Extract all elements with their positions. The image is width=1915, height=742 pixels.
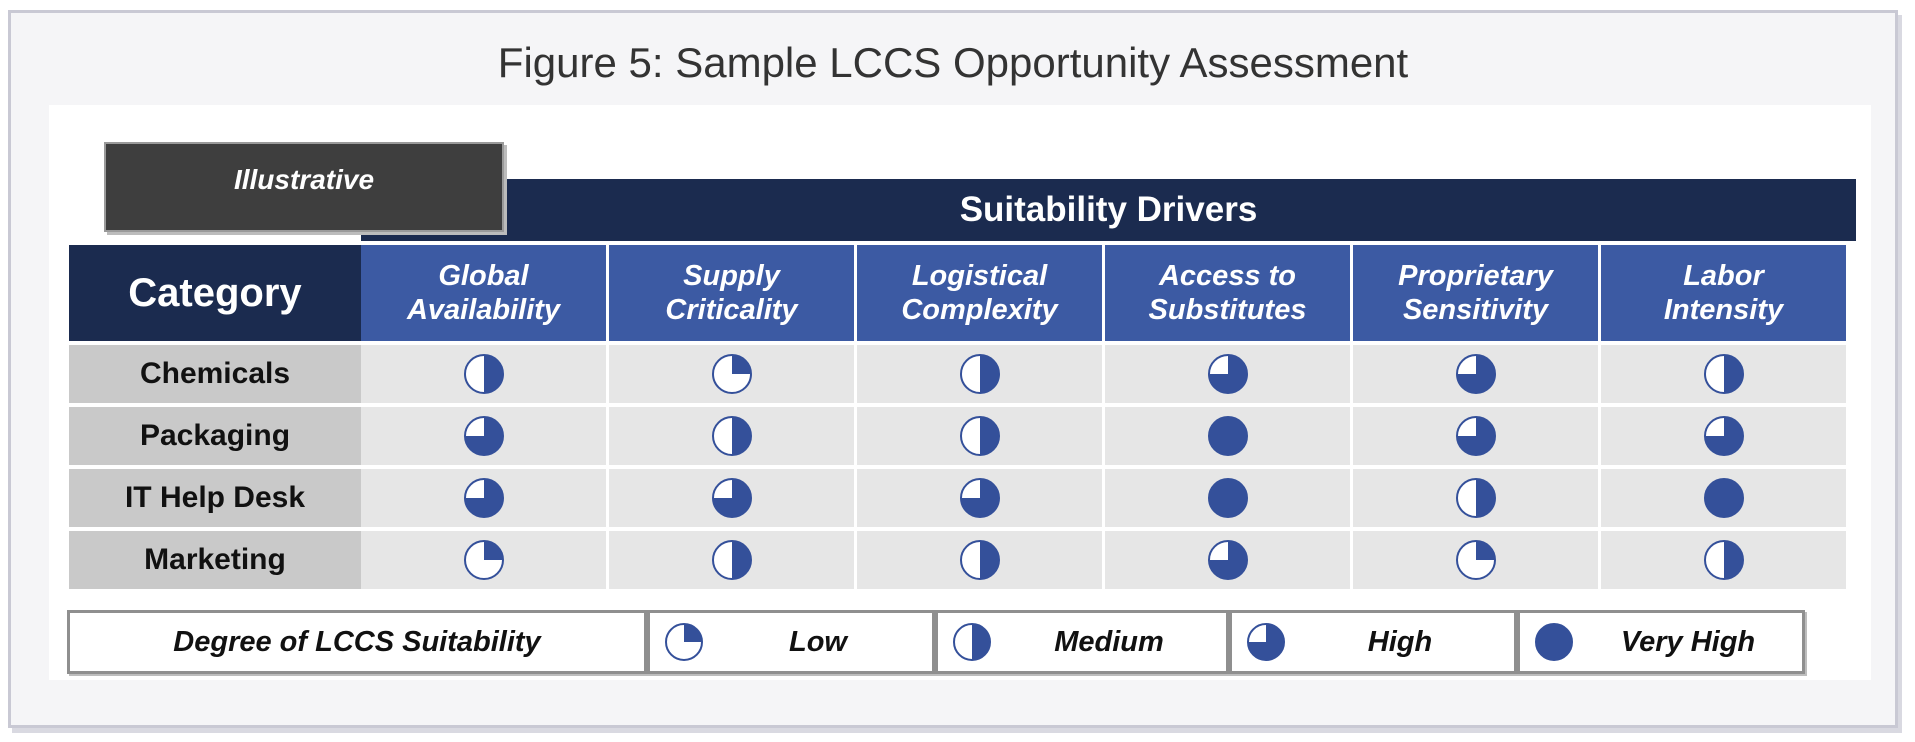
- harvey-ball-icon: [1703, 354, 1744, 394]
- harvey-ball-icon: [463, 354, 504, 394]
- column-header-line: Access to: [1158, 260, 1296, 292]
- rating-cell: [1105, 469, 1350, 527]
- harvey-ball-icon: [711, 478, 752, 518]
- legend-item: Medium: [935, 610, 1229, 674]
- legend-item: High: [1229, 610, 1517, 674]
- column-header-line: Labor: [1683, 260, 1764, 292]
- harvey-ball-icon: [711, 540, 752, 580]
- figure-frame: Figure 5: Sample LCCS Opportunity Assess…: [8, 10, 1898, 728]
- legend-item-label: Very High: [1620, 625, 1756, 658]
- rating-cell: [1105, 531, 1350, 589]
- harvey-ball-icon: [953, 623, 991, 661]
- rating-cell: [1353, 469, 1598, 527]
- legend-item: Low: [647, 610, 935, 674]
- harvey-ball-icon: [1207, 354, 1248, 394]
- harvey-ball-icon: [463, 416, 504, 456]
- harvey-ball-icon: [1207, 540, 1248, 580]
- legend-item-label: High: [1367, 625, 1433, 658]
- rating-cell: [609, 531, 854, 589]
- harvey-ball-icon: [1703, 478, 1744, 518]
- rating-cell: [857, 407, 1102, 465]
- column-header-line: Proprietary: [1398, 260, 1553, 292]
- illustrative-badge: Illustrative: [104, 142, 504, 232]
- legend-title-box: Degree of LCCS Suitability: [67, 610, 647, 674]
- column-header-line: Intensity: [1663, 294, 1784, 326]
- harvey-ball-icon: [1535, 623, 1573, 661]
- column-header-line: Sensitivity: [1402, 294, 1549, 326]
- column-header: Access to Substitutes: [1105, 245, 1350, 341]
- harvey-ball-icon: [665, 623, 703, 661]
- rating-cell: [1601, 345, 1846, 403]
- suitability-drivers-header: Suitability Drivers: [361, 179, 1856, 241]
- rating-cell: [609, 469, 854, 527]
- column-header-line: Availability: [406, 294, 561, 326]
- rating-cell: [857, 345, 1102, 403]
- harvey-ball-icon: [1247, 623, 1285, 661]
- harvey-ball-icon: [463, 540, 504, 580]
- column-header: Global Availability: [361, 245, 606, 341]
- harvey-ball-icon: [711, 354, 752, 394]
- harvey-ball-icon: [1455, 354, 1496, 394]
- rating-cell: [1353, 345, 1598, 403]
- rating-cell: [1601, 407, 1846, 465]
- harvey-ball-icon: [1207, 478, 1248, 518]
- row-label: Marketing: [69, 531, 361, 589]
- column-header-line: Supply: [683, 260, 780, 292]
- rating-cell: [609, 407, 854, 465]
- rating-cell: [361, 469, 606, 527]
- harvey-ball-icon: [1703, 416, 1744, 456]
- column-header-line: Substitutes: [1148, 294, 1307, 326]
- assessment-panel: Suitability Drivers Illustrative Categor…: [49, 105, 1871, 680]
- rating-cell: [609, 345, 854, 403]
- column-header-line: Complexity: [901, 294, 1058, 326]
- harvey-ball-icon: [1455, 540, 1496, 580]
- harvey-ball-icon: [959, 354, 1000, 394]
- rating-cell: [1105, 407, 1350, 465]
- harvey-ball-icon: [1207, 416, 1248, 456]
- rating-cell: [1353, 407, 1598, 465]
- rating-cell: [1601, 531, 1846, 589]
- category-header: Category: [69, 245, 361, 341]
- column-header: Supply Criticality: [609, 245, 854, 341]
- harvey-ball-icon: [1455, 478, 1496, 518]
- row-label: Packaging: [69, 407, 361, 465]
- column-header-line: Logistical: [911, 260, 1048, 292]
- rating-cell: [361, 531, 606, 589]
- column-header: Proprietary Sensitivity: [1353, 245, 1598, 341]
- rating-cell: [1353, 531, 1598, 589]
- harvey-ball-icon: [959, 478, 1000, 518]
- rating-cell: [857, 469, 1102, 527]
- figure-title: Figure 5: Sample LCCS Opportunity Assess…: [497, 39, 1409, 86]
- harvey-ball-icon: [959, 416, 1000, 456]
- rating-cell: [857, 531, 1102, 589]
- legend-title: Degree of LCCS Suitability: [173, 625, 541, 658]
- row-label: Chemicals: [69, 345, 361, 403]
- rating-cell: [1105, 345, 1350, 403]
- rating-cell: [361, 345, 606, 403]
- harvey-ball-icon: [711, 416, 752, 456]
- legend-item: Very High: [1517, 610, 1805, 674]
- harvey-ball-icon: [1455, 416, 1496, 456]
- harvey-ball-icon: [1703, 540, 1744, 580]
- rating-cell: [361, 407, 606, 465]
- row-label: IT Help Desk: [69, 469, 361, 527]
- column-header-line: Criticality: [665, 294, 798, 326]
- column-header: Labor Intensity: [1601, 245, 1846, 341]
- rating-cell: [1601, 469, 1846, 527]
- legend-item-label: Low: [789, 625, 847, 658]
- legend-item-label: Medium: [1054, 625, 1164, 658]
- column-header-line: Global: [438, 260, 529, 292]
- column-header: Logistical Complexity: [857, 245, 1102, 341]
- harvey-ball-icon: [463, 478, 504, 518]
- harvey-ball-icon: [959, 540, 1000, 580]
